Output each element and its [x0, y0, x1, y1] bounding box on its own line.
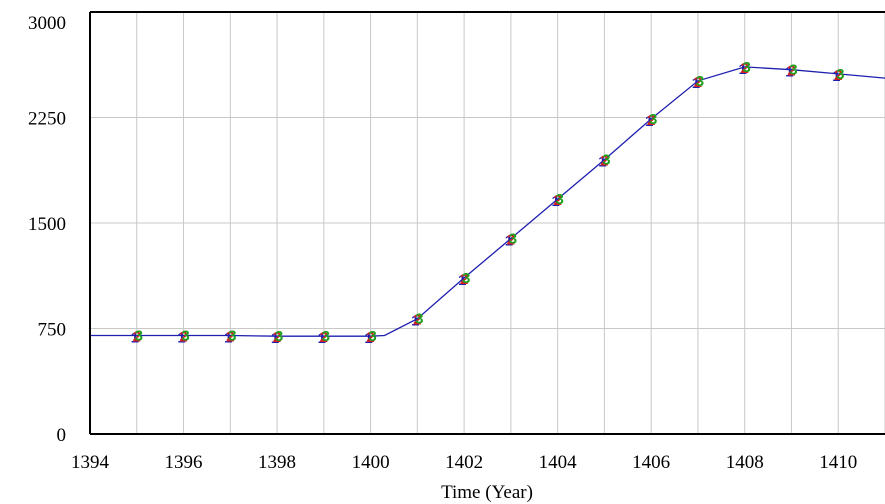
point-marker-3: 3: [696, 73, 704, 90]
point-marker-1: 1: [551, 193, 559, 210]
x-tick-label: 1404: [539, 452, 578, 473]
point-marker-2: 2: [553, 192, 561, 209]
point-marker-3: 3: [462, 270, 470, 287]
point-marker-3: 3: [135, 328, 143, 345]
point-marker-1: 1: [271, 330, 279, 347]
plot-frame: [89, 11, 885, 435]
x-tick-label: 1406: [632, 452, 670, 473]
point-marker-2: 2: [320, 329, 328, 346]
y-tick-label: 750: [38, 320, 67, 341]
x-tick-label: 1398: [258, 452, 296, 473]
x-tick-label: 1410: [819, 452, 857, 473]
x-tick-label: 1402: [445, 452, 483, 473]
point-marker-1: 1: [832, 68, 840, 85]
point-marker-2: 2: [273, 329, 281, 346]
x-tick-label: 1408: [726, 452, 764, 473]
point-marker-1: 1: [785, 64, 793, 81]
point-marker-2: 2: [366, 329, 374, 346]
point-marker-1: 1: [318, 330, 326, 347]
point-marker-3: 3: [555, 191, 563, 208]
point-marker-3: 3: [368, 328, 376, 345]
point-marker-3: 3: [181, 328, 189, 345]
point-marker-3: 3: [415, 311, 423, 328]
y-tick-label: 2250: [28, 109, 66, 130]
point-marker-2: 2: [600, 153, 608, 170]
x-tick-label: 1400: [352, 452, 390, 473]
point-marker-3: 3: [275, 328, 283, 345]
point-marker-2: 2: [413, 312, 421, 329]
x-axis-title: Time (Year): [441, 482, 533, 503]
point-marker-1: 1: [598, 154, 606, 171]
point-marker-2: 2: [741, 60, 749, 77]
y-tick-label: 3000: [28, 13, 66, 34]
markers-group: 123 123 123 123 123 1231231231231231231231231…: [131, 59, 845, 347]
point-marker-3: 3: [228, 328, 236, 345]
x-tick-labels: 1394 1396 1398 1400 1402 1404 1406 1408 1410: [71, 452, 857, 473]
point-marker-1: 1: [177, 330, 185, 347]
point-marker-1: 1: [739, 61, 747, 78]
point-marker-1: 1: [131, 330, 139, 347]
y-tick-labels: 0 750 1500 2250 3000: [28, 13, 66, 446]
y-tick-label: 0: [57, 425, 67, 446]
point-marker-2: 2: [226, 329, 234, 346]
point-marker-2: 2: [787, 63, 795, 80]
point-marker-3: 3: [789, 62, 797, 79]
point-marker-1: 1: [505, 232, 513, 249]
point-marker-1: 1: [692, 75, 700, 92]
point-marker-2: 2: [460, 271, 468, 288]
point-marker-3: 3: [509, 230, 517, 247]
x-tick-label: 1394: [71, 452, 110, 473]
point-marker-3: 3: [322, 328, 330, 345]
point-marker-1: 1: [458, 272, 466, 289]
point-marker-2: 2: [834, 67, 842, 84]
point-marker-3: 3: [602, 152, 610, 169]
point-marker-3: 3: [649, 111, 657, 128]
series-line: [90, 66, 885, 337]
x-tick-label: 1396: [165, 452, 203, 473]
point-marker-1: 1: [364, 330, 372, 347]
point-marker-3: 3: [743, 59, 751, 76]
series-group: [90, 66, 885, 337]
grid-lines: [90, 11, 885, 434]
point-marker-2: 2: [507, 231, 515, 248]
point-marker-2: 2: [179, 329, 187, 346]
point-marker-1: 1: [645, 113, 653, 130]
point-marker-2: 2: [133, 329, 141, 346]
point-marker-1: 1: [224, 330, 232, 347]
point-marker-2: 2: [694, 74, 702, 91]
point-marker-1: 1: [411, 313, 419, 330]
point-marker-3: 3: [836, 66, 844, 83]
point-marker-2: 2: [647, 112, 655, 129]
y-tick-label: 1500: [28, 214, 66, 235]
